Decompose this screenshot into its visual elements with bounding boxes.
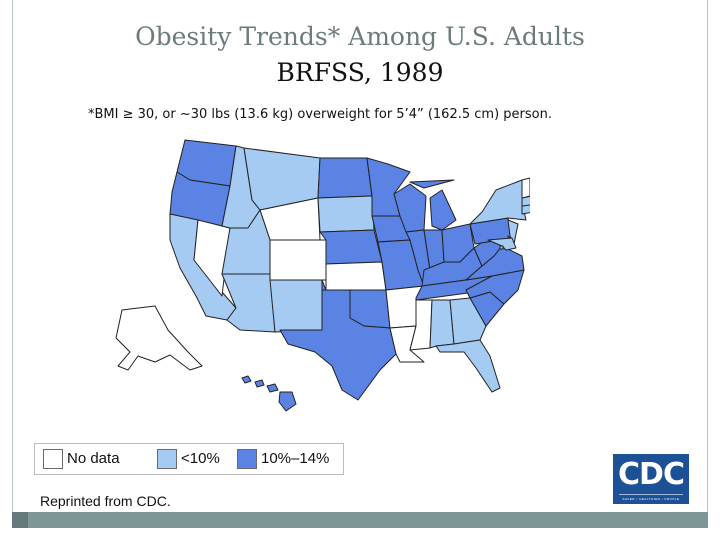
legend-swatch-10to14	[237, 449, 257, 469]
state-ne	[319, 229, 383, 265]
frame-bottom-bar	[12, 512, 708, 528]
state-fl	[435, 339, 501, 393]
state-nd	[317, 157, 373, 199]
state-ga	[449, 297, 487, 345]
map-legend: No data <10% 10%–14%	[34, 443, 344, 475]
state-hi	[254, 379, 265, 388]
legend-label-lt10: <10%	[181, 450, 220, 467]
state-mi	[409, 179, 455, 189]
state-ks	[325, 261, 387, 291]
legend-swatch-nodata	[43, 449, 63, 469]
state-hi	[266, 383, 279, 393]
frame-bottom-bar-cap	[12, 512, 28, 528]
state-hi	[241, 375, 252, 384]
cdc-logo-divider	[619, 494, 683, 495]
state-ak	[115, 305, 203, 371]
bmi-footnote: *BMI ≥ 30, or ~30 lbs (13.6 kg) overweig…	[88, 107, 552, 122]
us-obesity-map	[115, 139, 530, 412]
cdc-logo: CDC SAFER • HEALTHIER • PEOPLE	[613, 454, 689, 504]
state-nv	[193, 219, 231, 297]
state-nm	[269, 279, 323, 333]
slide-title: Obesity Trends* Among U.S. Adults	[135, 22, 585, 51]
slide-subtitle: BRFSS, 1989	[276, 58, 444, 87]
state-ms	[409, 299, 433, 351]
state-dc	[499, 245, 504, 250]
state-md	[487, 237, 517, 251]
state-vt	[521, 177, 530, 199]
legend-label-10to14: 10%–14%	[261, 450, 330, 467]
state-hi	[278, 391, 297, 412]
state-ct	[521, 204, 530, 215]
state-ma	[521, 195, 530, 207]
state-mi	[429, 189, 457, 231]
cdc-logo-text: CDC	[618, 457, 685, 492]
frame-left-border	[12, 0, 13, 512]
frame-right-border	[707, 0, 708, 512]
state-tx	[279, 289, 397, 401]
state-co	[269, 239, 327, 281]
state-ny	[469, 179, 527, 225]
credit-text: Reprinted from CDC.	[40, 493, 171, 509]
state-sd	[317, 195, 375, 233]
cdc-logo-tagline: SAFER • HEALTHIER • PEOPLE	[622, 497, 680, 501]
legend-label-nodata: No data	[67, 450, 120, 467]
legend-swatch-lt10	[157, 449, 177, 469]
